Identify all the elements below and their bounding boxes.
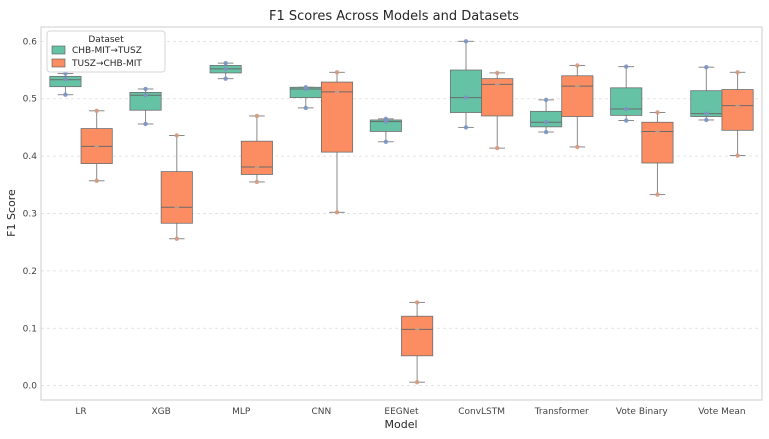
data-point: [414, 327, 420, 332]
legend-title: Dataset: [88, 35, 124, 45]
box-series: [49, 39, 754, 385]
data-point: [414, 380, 420, 385]
data-point: [624, 118, 629, 123]
y-tick-label: 0.3: [23, 210, 37, 220]
x-tick-label: Vote Binary: [616, 407, 668, 417]
data-point: [704, 64, 709, 70]
data-point: [303, 85, 308, 90]
y-tick-label: 0.6: [23, 37, 38, 47]
data-point: [463, 95, 469, 100]
data-point: [334, 89, 340, 95]
data-point: [495, 70, 500, 76]
data-point: [495, 82, 500, 87]
box: [641, 121, 674, 164]
plot-frame: [40, 26, 763, 401]
box: [49, 75, 82, 88]
data-point: [143, 93, 148, 98]
data-point: [303, 105, 308, 111]
data-point: [254, 179, 260, 185]
data-point: [495, 145, 500, 151]
data-point: [735, 153, 740, 158]
x-axis-ticks: LR XGB MLP CNN EEGNet ConvLSTM Transformer Vote…: [75, 407, 745, 417]
data-point: [655, 129, 660, 134]
legend-frame: [46, 30, 166, 73]
y-axis-label: F1 Score: [5, 189, 18, 237]
x-tick-label: LR: [75, 407, 86, 417]
y-tick-label: 0.5: [23, 95, 37, 105]
data-point: [94, 178, 99, 183]
data-point: [575, 144, 580, 150]
data-point: [174, 133, 179, 138]
data-point: [94, 144, 99, 149]
data-point: [254, 164, 260, 170]
data-point: [223, 60, 228, 66]
box: [561, 75, 594, 117]
data-point: [463, 125, 469, 130]
data-point: [735, 103, 740, 108]
x-tick-label: CNN: [312, 407, 332, 417]
y-axis-ticks: 0.0 0.1 0.2 0.3 0.4 0.5 0.6: [23, 37, 38, 391]
data-point: [543, 97, 549, 103]
x-tick-label: XGB: [152, 407, 171, 417]
x-tick-label: MLP: [232, 407, 251, 417]
y-tick-label: 0.2: [23, 267, 37, 277]
data-point: [655, 192, 660, 197]
data-point: [143, 121, 148, 127]
data-point: [63, 92, 68, 97]
data-point: [704, 111, 709, 116]
data-point: [704, 117, 709, 123]
data-point: [143, 86, 148, 92]
x-tick-label: Vote Mean: [698, 407, 745, 417]
data-point: [334, 210, 340, 215]
data-point: [463, 39, 469, 44]
data-point: [383, 139, 389, 144]
legend-label-1: TUSZ→CHB-MIT: [71, 59, 142, 69]
data-point: [94, 108, 99, 113]
legend-label-0: CHB-MIT→TUSZ: [72, 46, 142, 56]
data-point: [334, 70, 340, 75]
x-tick-label: Transformer: [534, 407, 589, 417]
data-point: [383, 116, 389, 122]
data-point: [575, 83, 580, 89]
data-point: [543, 120, 549, 125]
data-point: [575, 63, 580, 68]
data-point: [223, 76, 228, 81]
data-point: [174, 204, 179, 210]
chart-title: F1 Scores Across Models and Datasets: [269, 9, 519, 24]
data-point: [735, 70, 740, 75]
y-tick-label: 0.4: [23, 152, 38, 162]
box: [129, 92, 162, 111]
box: [401, 315, 434, 357]
box: [240, 140, 273, 175]
legend-swatch-0: [51, 45, 66, 55]
x-tick-label: EEGNet: [384, 407, 419, 417]
y-tick-label: 0.0: [23, 382, 38, 392]
box: [721, 89, 754, 131]
legend: Dataset CHB-MIT→TUSZ TUSZ→CHB-MIT: [46, 30, 166, 73]
data-point: [624, 106, 629, 112]
data-point: [414, 300, 420, 305]
data-point: [543, 129, 549, 135]
x-tick-label: ConvLSTM: [458, 407, 505, 417]
data-point: [254, 113, 260, 119]
data-point: [63, 77, 68, 82]
data-point: [223, 66, 228, 72]
data-point: [655, 110, 660, 115]
box: [530, 110, 563, 128]
box: [160, 171, 193, 224]
box: [449, 69, 483, 113]
data-point: [174, 236, 179, 241]
legend-swatch-1: [51, 58, 66, 68]
y-tick-label: 0.1: [23, 324, 37, 334]
data-point: [624, 64, 629, 69]
x-axis-label: Model: [384, 418, 417, 431]
